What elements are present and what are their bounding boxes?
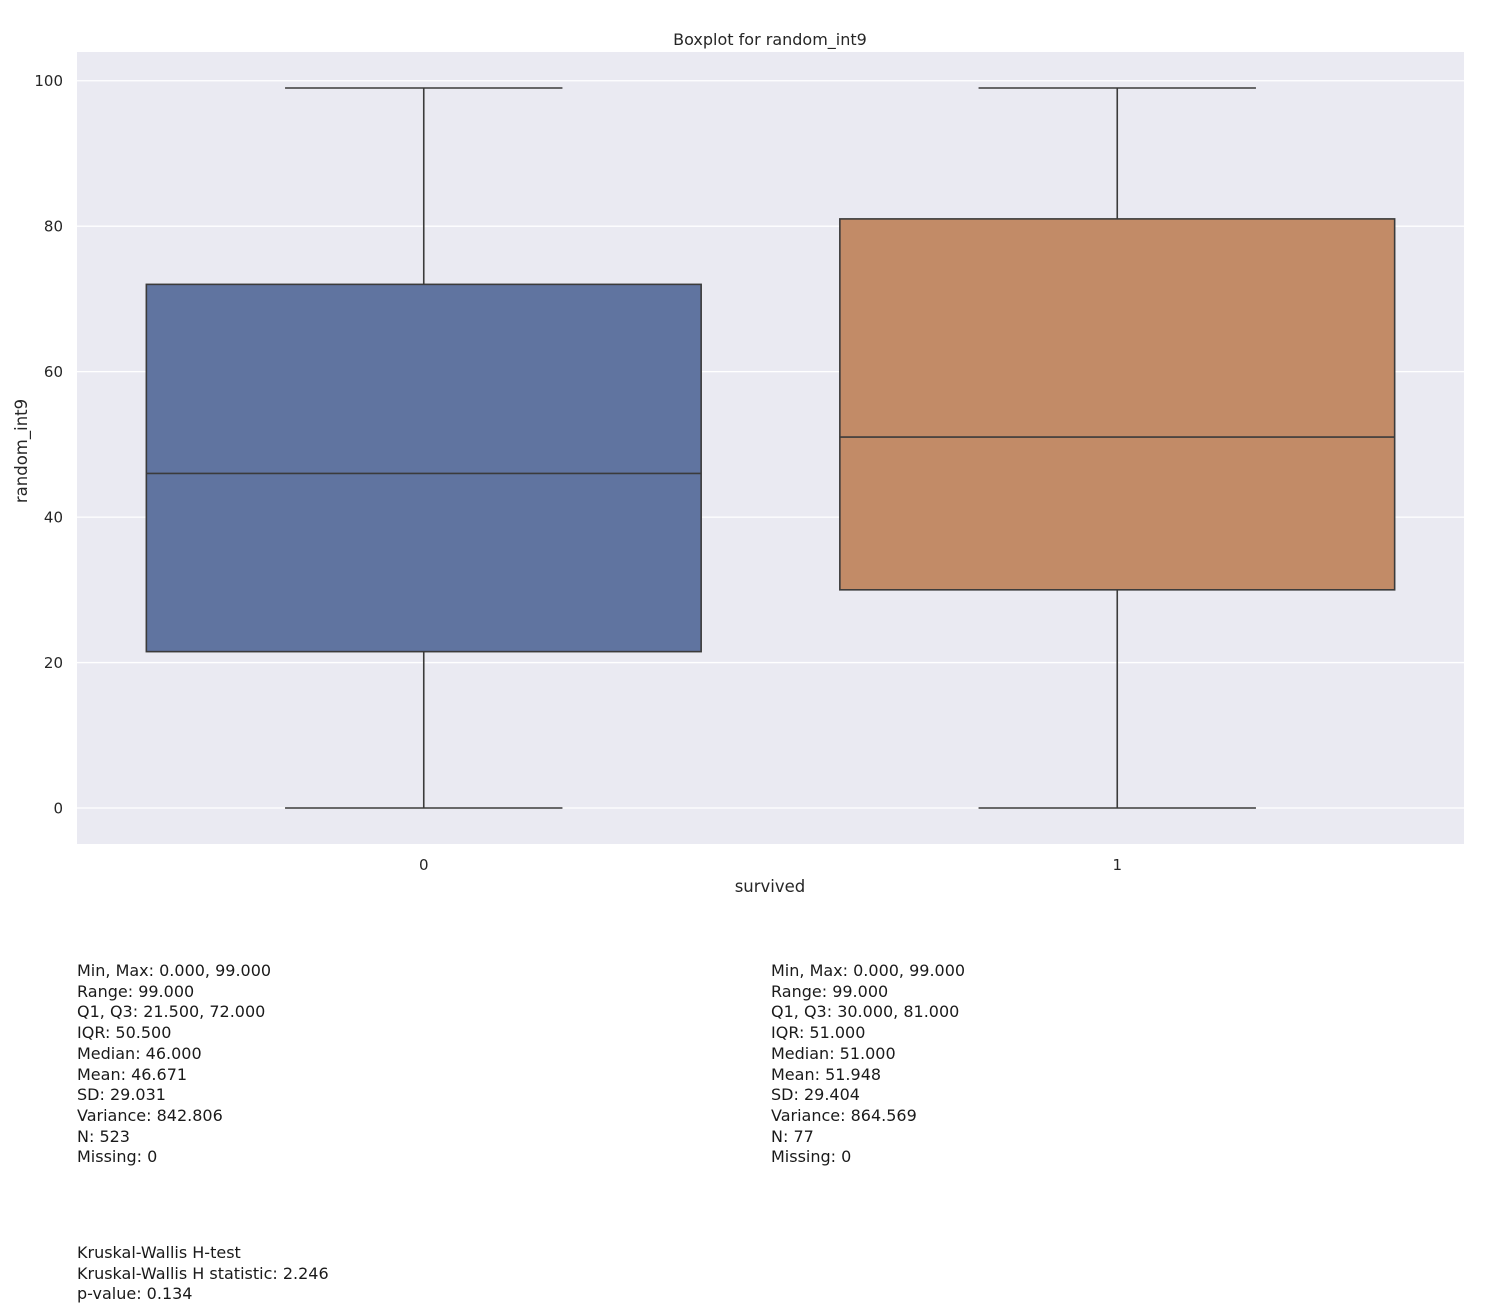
boxes: [145, 87, 1396, 809]
stat-line: Variance: 864.569: [771, 1105, 917, 1125]
x-axis-label: survived: [735, 877, 806, 896]
y-tick-label: 40: [44, 509, 63, 527]
test-line: Kruskal-Wallis H-test: [77, 1243, 241, 1262]
x-tick-label: 1: [1112, 856, 1122, 874]
stat-line: SD: 29.404: [771, 1085, 860, 1105]
test-line: Kruskal-Wallis H statistic: 2.246: [77, 1263, 329, 1283]
stat-line: Q1, Q3: 30.000, 81.000: [771, 1002, 960, 1022]
stat-line: Q1, Q3: 21.500, 72.000: [77, 1002, 266, 1022]
stat-line: Mean: 46.671: [77, 1064, 188, 1084]
stat-line: N: 77: [771, 1126, 814, 1146]
y-axis-label: random_int9: [12, 399, 32, 503]
stat-line: Range: 99.000: [771, 981, 889, 1001]
stat-line: Range: 99.000: [77, 981, 195, 1001]
chart-title: Boxplot for random_int9: [673, 30, 867, 50]
stat-line: N: 523: [77, 1126, 130, 1146]
box-iqr: [145, 283, 702, 653]
kruskal-wallis-result: Kruskal-Wallis H-test Kruskal-Wallis H st…: [77, 1243, 329, 1305]
stat-line: Min, Max: 0.000, 99.000: [771, 961, 966, 980]
stat-line: Missing: 0: [77, 1147, 158, 1167]
stat-line: IQR: 50.500: [77, 1023, 172, 1043]
stat-line: Missing: 0: [771, 1147, 852, 1167]
stat-line: Median: 46.000: [77, 1043, 202, 1063]
y-tick-label: 0: [53, 800, 63, 818]
stat-line: Variance: 842.806: [77, 1105, 223, 1125]
stat-line: Min, Max: 0.000, 99.000: [77, 961, 272, 980]
y-tick-labels: 0 20 40 60 80 100: [34, 72, 63, 817]
stat-line: SD: 29.031: [77, 1085, 166, 1105]
stat-line: Median: 51.000: [771, 1043, 896, 1063]
box-group-1: [839, 87, 1396, 809]
y-tick-label: 80: [44, 218, 63, 236]
box-iqr: [839, 218, 1396, 591]
y-tick-label: 100: [34, 72, 63, 90]
stats-group-1: Min, Max: 0.000, 99.000 Range: 99.000 Q1, …: [771, 961, 965, 1168]
test-line: p-value: 0.134: [77, 1284, 193, 1304]
stats-group-0: Min, Max: 0.000, 99.000 Range: 99.000 Q1, …: [77, 961, 271, 1168]
stat-line: IQR: 51.000: [771, 1023, 866, 1043]
box-group-0: [145, 87, 702, 809]
stat-line: Mean: 51.948: [771, 1064, 882, 1084]
x-tick-label: 0: [419, 856, 429, 874]
y-tick-label: 20: [44, 654, 63, 672]
y-tick-label: 60: [44, 363, 63, 381]
